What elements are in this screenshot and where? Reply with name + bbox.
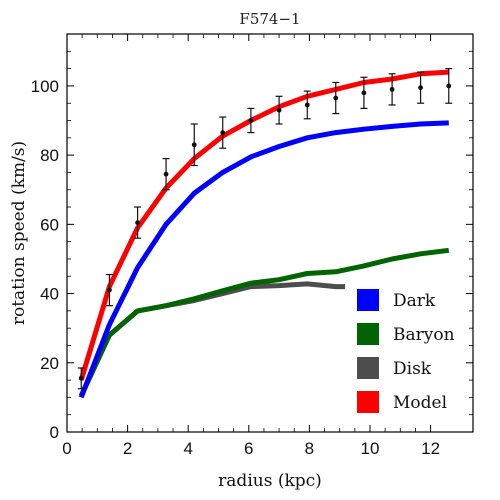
x-tick-label: 2	[123, 439, 132, 458]
legend-label-disk: Disk	[393, 359, 432, 379]
legend-label-model: Model	[393, 393, 447, 413]
legend-swatch-baryon	[357, 323, 379, 345]
observed-point	[446, 83, 452, 89]
y-tick-label: 20	[40, 354, 59, 373]
observed-point	[220, 130, 226, 136]
y-tick-label: 40	[40, 285, 59, 304]
x-tick-label: 4	[183, 439, 192, 458]
legend: Dark Baryon Disk Model	[345, 278, 463, 418]
axis-tick-labels: 0 2 4 6 8 10 12 0 20 40 60 80 100	[31, 77, 440, 458]
observed-point	[304, 102, 310, 108]
y-tick-label: 60	[40, 215, 59, 234]
plot-frame	[66, 33, 474, 433]
legend-swatch-model	[357, 391, 379, 413]
x-axis-label: radius (kpc)	[218, 471, 322, 491]
observed-point	[333, 95, 339, 101]
tick-marks	[66, 33, 473, 433]
x-tick-label: 12	[421, 439, 440, 458]
observed-point	[361, 90, 367, 96]
observed-point	[163, 171, 169, 177]
observed-point	[276, 107, 282, 113]
observed-point	[191, 142, 197, 148]
y-tick-label: 100	[31, 77, 59, 96]
y-tick-label: 0	[50, 423, 59, 442]
series-line-baryon	[78, 247, 450, 397]
legend-swatch-disk	[357, 357, 379, 379]
series-line-model	[78, 69, 449, 381]
observed-point	[78, 375, 84, 381]
legend-label-dark: Dark	[393, 291, 436, 311]
observed-data	[77, 68, 453, 390]
observed-point	[248, 118, 254, 123]
observed-point	[389, 86, 395, 92]
observed-point	[107, 287, 112, 293]
observed-point	[135, 220, 140, 226]
x-tick-label: 6	[244, 439, 253, 458]
legend-swatch-dark	[357, 289, 379, 311]
y-axis-label: rotation speed (km/s)	[9, 141, 29, 325]
y-tick-label: 80	[40, 146, 59, 165]
x-tick-label: 0	[62, 439, 71, 458]
legend-label-baryon: Baryon	[393, 325, 455, 345]
x-tick-label: 10	[361, 439, 380, 458]
x-tick-label: 8	[305, 439, 314, 458]
observed-point	[418, 85, 423, 91]
series-line-dark	[78, 120, 449, 399]
chart-title: F574−1	[239, 10, 300, 28]
